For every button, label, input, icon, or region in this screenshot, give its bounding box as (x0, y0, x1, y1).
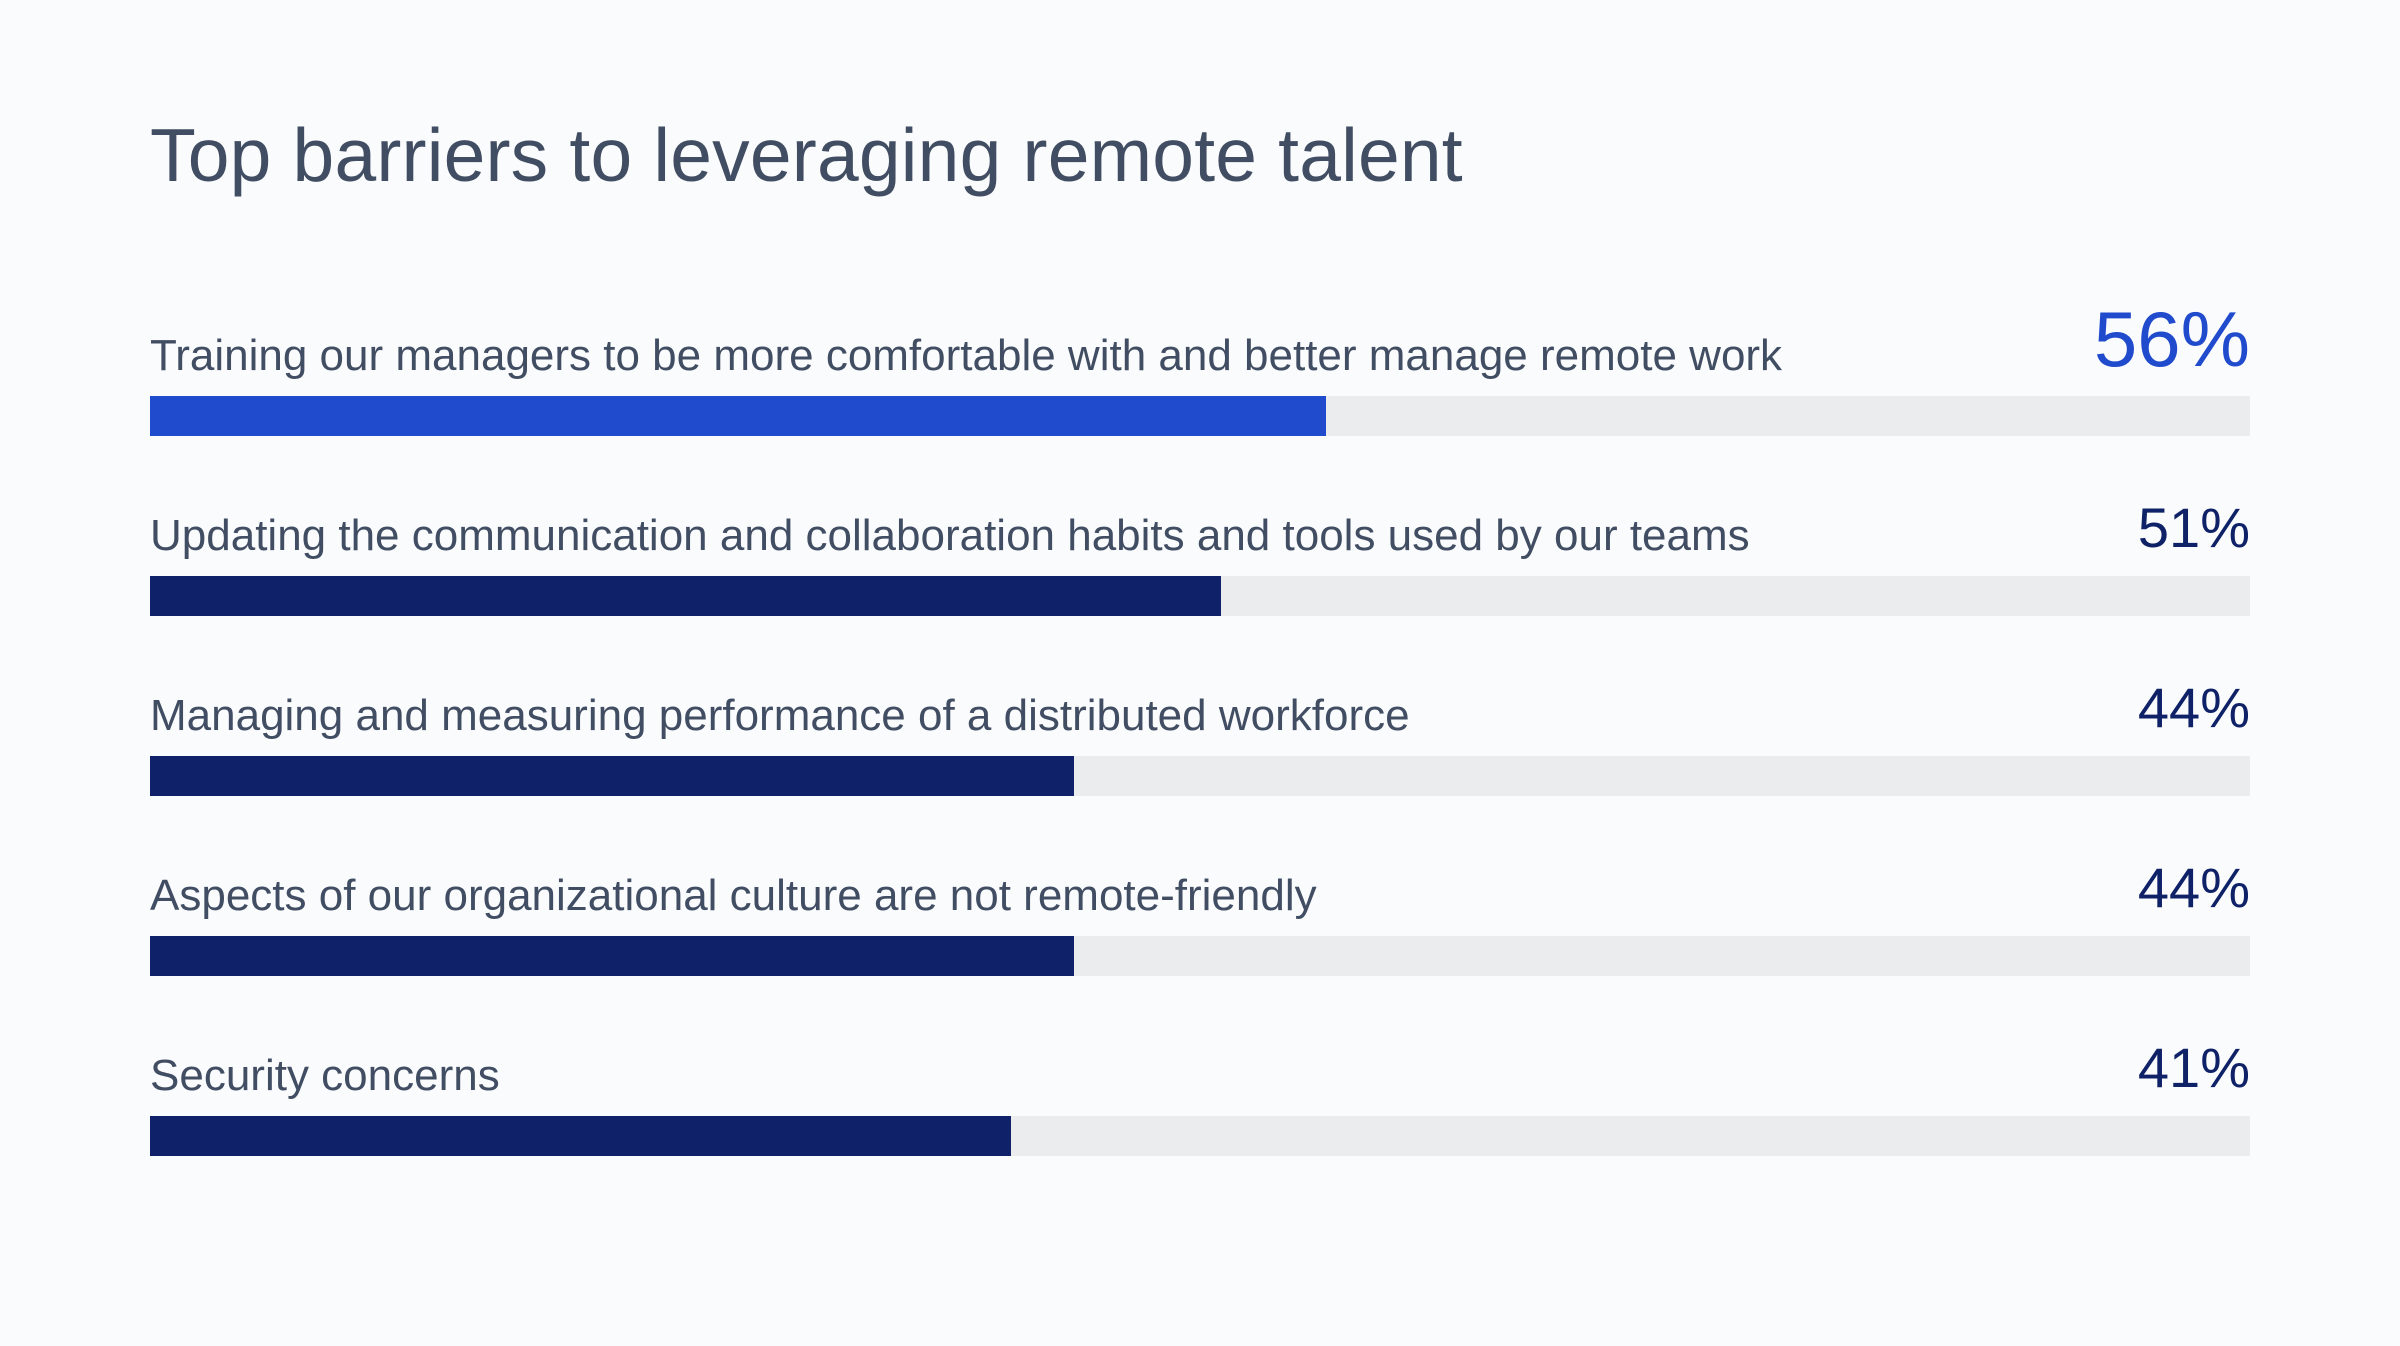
bar-label: Training our managers to be more comfort… (150, 331, 1783, 380)
bar-fill (150, 1116, 1011, 1156)
bar-value-label: 44% (2137, 676, 2250, 739)
bar-label: Managing and measuring performance of a … (150, 691, 1410, 740)
bar-value-label: 41% (2137, 1036, 2250, 1099)
bar-fill (150, 396, 1326, 436)
bar-fill (150, 576, 1221, 616)
bar-row: Security concerns 41% (150, 986, 2250, 1156)
bar-track (150, 396, 2250, 436)
bar-track (150, 1116, 2250, 1156)
bar-track (150, 576, 2250, 616)
bar-row: Aspects of our organizational culture ar… (150, 806, 2250, 976)
bar-track (150, 936, 2250, 976)
bar-track (150, 756, 2250, 796)
bar-fill (150, 756, 1074, 796)
bar-fill (150, 936, 1074, 976)
bar-row: Managing and measuring performance of a … (150, 626, 2250, 796)
bar-label: Security concerns (150, 1051, 500, 1100)
bar-chart: Top barriers to leveraging remote talent… (150, 0, 2250, 1346)
bar-label: Aspects of our organizational culture ar… (150, 871, 1317, 920)
bar-row: Training our managers to be more comfort… (150, 266, 2250, 436)
bar-label: Updating the communication and collabora… (150, 511, 1750, 560)
chart-title: Top barriers to leveraging remote talent (150, 113, 1463, 197)
bar-value-label: 56% (2093, 295, 2250, 383)
bar-value-label: 51% (2137, 496, 2250, 559)
bar-row: Updating the communication and collabora… (150, 446, 2250, 616)
bar-value-label: 44% (2137, 856, 2250, 919)
